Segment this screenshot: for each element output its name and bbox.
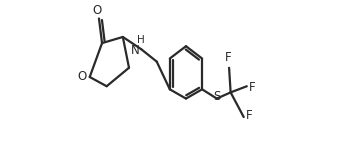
Text: N: N <box>131 44 140 57</box>
Text: H: H <box>137 35 145 45</box>
Text: O: O <box>93 4 102 17</box>
Text: O: O <box>77 71 86 83</box>
Text: F: F <box>246 109 253 122</box>
Text: F: F <box>225 51 231 64</box>
Text: S: S <box>213 90 220 103</box>
Text: F: F <box>249 81 256 93</box>
